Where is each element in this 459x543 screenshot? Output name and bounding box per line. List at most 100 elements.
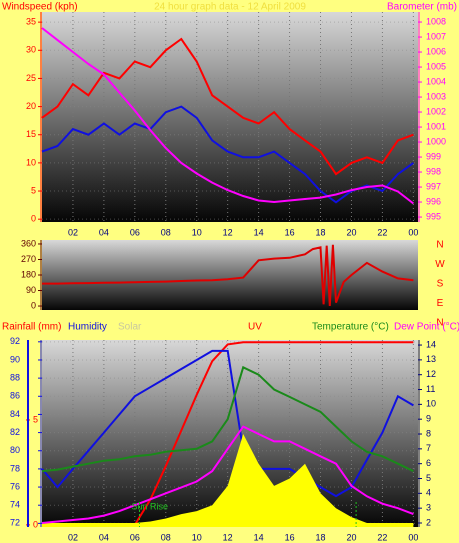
y2-tick-label: 1006 — [426, 46, 446, 56]
y2-tick-label: 10 — [426, 399, 436, 409]
y-tick-label: 25 — [26, 73, 36, 83]
y-tick-label: 74 — [10, 500, 20, 510]
series-line — [41, 425, 414, 524]
direction-label: W — [435, 259, 445, 270]
direction-label: N — [436, 240, 443, 251]
series-line — [42, 244, 414, 307]
uv-label: UV — [248, 322, 262, 333]
annotation: Sun Rise — [131, 501, 168, 511]
y-tick-label: 360 — [21, 238, 36, 248]
y-tick-label: 92 — [10, 336, 20, 346]
series-line — [41, 365, 414, 473]
y2-tick-label: 998 — [426, 166, 441, 176]
x-tick-label: 10 — [192, 532, 202, 542]
y-tick-label: 86 — [10, 391, 20, 401]
x-tick-label: 12 — [223, 532, 233, 542]
x-tick-label: 00 — [408, 227, 418, 237]
x-tick-label: 04 — [99, 532, 109, 542]
y-tick-label: 270 — [21, 254, 36, 264]
x-tick-label: 14 — [254, 227, 264, 237]
chart-title: 24 hour graph data - 12 April 2009 — [154, 2, 306, 13]
y-tick-label: 82 — [10, 427, 20, 437]
x-tick-label: 18 — [316, 532, 326, 542]
x-tick-label: 06 — [130, 227, 140, 237]
y3-tick-label: 0 — [33, 519, 38, 529]
y2-tick-label: 997 — [426, 181, 441, 191]
x-tick-label: 00 — [408, 532, 418, 542]
x-tick-label: 20 — [346, 227, 356, 237]
x-tick-label: 16 — [285, 227, 295, 237]
y2-tick-label: 11 — [426, 384, 435, 394]
x-tick-label: 16 — [285, 532, 295, 542]
y2-tick-label: 1003 — [426, 91, 446, 101]
y2-tick-label: 3 — [426, 503, 431, 513]
y-tick-label: 80 — [10, 445, 20, 455]
y2-tick-label: 1004 — [426, 76, 446, 86]
y-axis-label: Windspeed (kph) — [2, 2, 78, 13]
y2-tick-label: 12 — [426, 369, 436, 379]
y-tick-label: 84 — [10, 409, 20, 419]
y2-tick-label: 1001 — [426, 121, 446, 131]
x-tick-label: 06 — [130, 532, 140, 542]
y-tick-label: 180 — [21, 269, 36, 279]
y2-tick-label: 9 — [426, 414, 431, 424]
y2-tick-label: 8 — [426, 428, 431, 438]
direction-label: E — [437, 298, 444, 309]
y2-tick-label: 1008 — [426, 16, 446, 26]
legend-label: Rainfall (mm) — [2, 322, 61, 333]
y-tick-label: 30 — [26, 45, 36, 55]
y2-axis-label: Barometer (mb) — [387, 2, 457, 13]
x-tick-label: 18 — [316, 227, 326, 237]
legend-label: Humidity — [68, 322, 107, 333]
y-tick-label: 10 — [26, 157, 36, 167]
y2-tick-label: 995 — [426, 211, 441, 221]
direction-label: N — [436, 318, 443, 329]
x-tick-label: 12 — [223, 227, 233, 237]
solar-area — [42, 434, 414, 527]
y2-tick-label: 7 — [426, 443, 431, 453]
y-tick-label: 15 — [26, 129, 36, 139]
y-tick-label: 72 — [10, 518, 20, 528]
x-tick-label: 08 — [161, 227, 171, 237]
y2-tick-label: 1007 — [426, 31, 446, 41]
x-tick-label: 22 — [377, 532, 387, 542]
x-tick-label: 08 — [161, 532, 171, 542]
y-tick-label: 20 — [26, 101, 36, 111]
y2-tick-label: 2 — [426, 517, 431, 527]
y-tick-label: 35 — [26, 17, 36, 27]
y2-tick-label: 14 — [426, 339, 436, 349]
x-tick-label: 02 — [68, 532, 78, 542]
x-tick-label: 04 — [99, 227, 109, 237]
x-tick-label: 10 — [192, 227, 202, 237]
y2-tick-label: 1005 — [426, 61, 446, 71]
series-line — [41, 37, 414, 176]
y-tick-label: 0 — [31, 214, 36, 224]
y-tick-label: 0 — [31, 300, 36, 310]
legend-label: Temperature (°C) — [312, 322, 389, 333]
plot-area — [42, 12, 418, 222]
y-tick-label: 90 — [26, 285, 36, 295]
plot-area — [42, 240, 418, 310]
legend-label: Solar — [118, 322, 142, 333]
y3-tick-label: 5 — [33, 414, 38, 424]
y2-tick-label: 1000 — [426, 136, 446, 146]
y2-tick-label: 1002 — [426, 106, 446, 116]
y-tick-label: 78 — [10, 463, 20, 473]
y-tick-label: 5 — [31, 185, 36, 195]
y2-tick-label: 5 — [426, 473, 431, 483]
y2-tick-label: 6 — [426, 458, 431, 468]
y2-tick-label: 996 — [426, 196, 441, 206]
y2-tick-label: 13 — [426, 354, 436, 364]
x-tick-label: 02 — [68, 227, 78, 237]
x-tick-label: 20 — [346, 532, 356, 542]
direction-label: S — [437, 279, 444, 290]
y-tick-label: 88 — [10, 373, 20, 383]
x-tick-label: 14 — [254, 532, 264, 542]
legend-label: Dew Point (°C) — [394, 322, 459, 333]
series-line — [41, 27, 415, 205]
y-tick-label: 90 — [10, 354, 20, 364]
y2-tick-label: 999 — [426, 151, 441, 161]
y-tick-label: 76 — [10, 481, 20, 491]
y2-tick-label: 4 — [426, 488, 431, 498]
